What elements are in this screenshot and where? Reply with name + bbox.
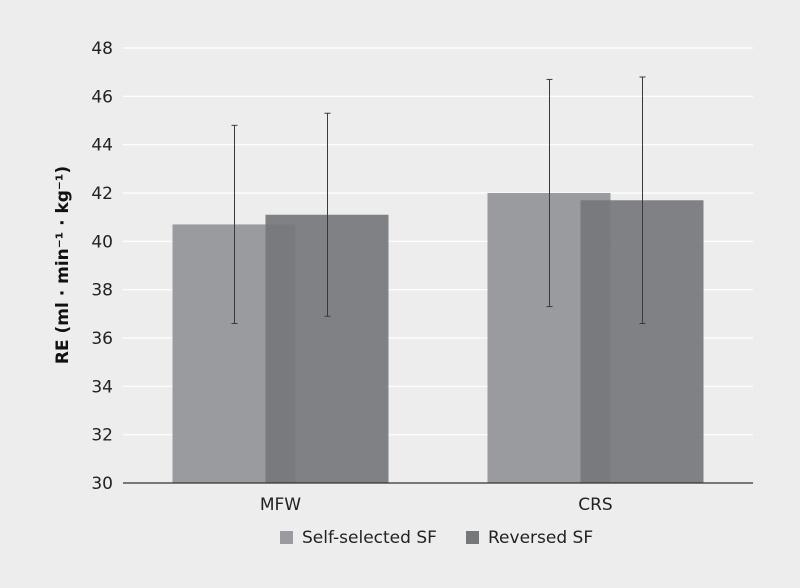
error-bars-group bbox=[231, 76, 646, 324]
y-tick-label: 42 bbox=[91, 184, 113, 204]
x-category-labels: MFW CRS bbox=[260, 495, 613, 515]
y-tick-label: 36 bbox=[91, 329, 113, 349]
y-tick-label: 48 bbox=[91, 39, 113, 59]
legend-label: Reversed SF bbox=[488, 528, 593, 548]
y-tick-label: 32 bbox=[91, 426, 113, 446]
legend-swatch bbox=[466, 531, 479, 544]
x-category-label: CRS bbox=[578, 495, 612, 515]
legend-swatch bbox=[280, 531, 293, 544]
y-tick-label: 30 bbox=[91, 474, 113, 494]
legend-label: Self-selected SF bbox=[302, 528, 437, 548]
legend: Self-selected SF Reversed SF bbox=[280, 528, 593, 548]
y-tick-label: 46 bbox=[91, 87, 113, 107]
y-tick-label: 38 bbox=[91, 281, 113, 301]
y-tick-label: 34 bbox=[91, 377, 113, 397]
y-axis-label: RE (ml · min⁻¹ · kg⁻¹) bbox=[53, 166, 73, 364]
y-tick-label: 40 bbox=[91, 232, 113, 252]
y-tick-label: 44 bbox=[91, 136, 113, 156]
y-tick-labels: 30 32 34 36 38 40 42 44 46 48 bbox=[91, 39, 113, 494]
x-category-label: MFW bbox=[260, 495, 301, 515]
